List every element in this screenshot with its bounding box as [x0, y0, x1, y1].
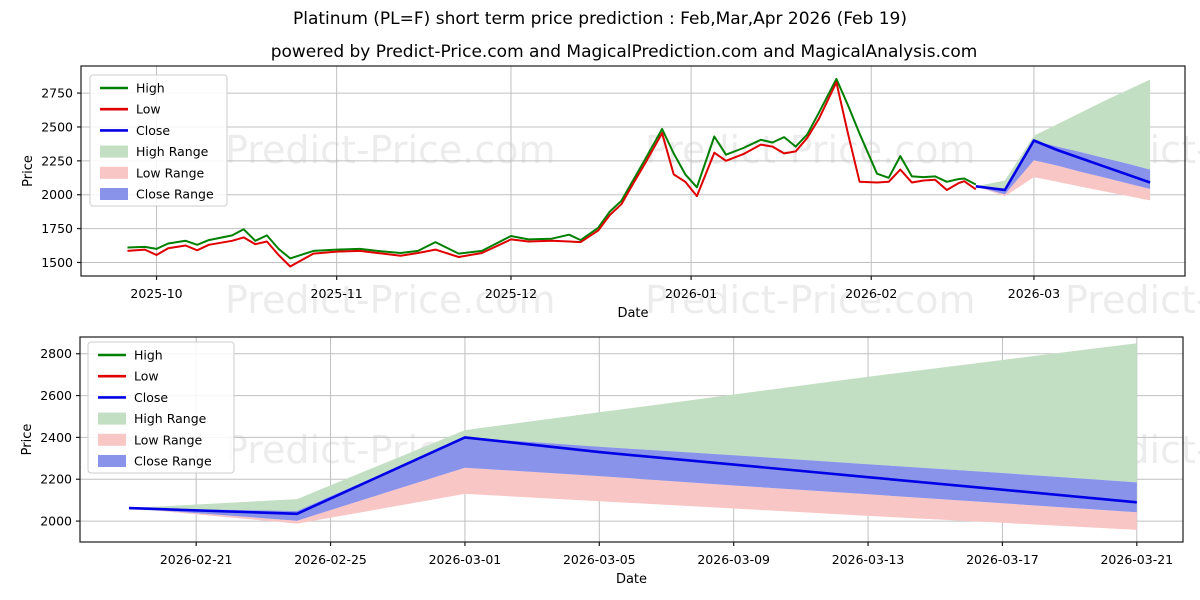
y-tick-label: 1500 — [41, 255, 73, 270]
y-tick-label: 1750 — [41, 221, 73, 236]
legend-label: High — [134, 348, 163, 363]
y-tick-label: 2250 — [41, 153, 73, 168]
high-range-band — [975, 79, 1151, 189]
x-tick-label: 2026-03-05 — [563, 552, 636, 567]
y-tick-label: 2750 — [41, 86, 73, 101]
legend-label: Low Range — [134, 432, 203, 447]
x-tick-label: 2026-02-21 — [160, 552, 233, 567]
y-tick-label: 2600 — [40, 388, 72, 403]
y-axis-label: Price — [20, 424, 35, 456]
x-tick-label: 2026-03-21 — [1100, 552, 1173, 567]
bottom-chart: 2026-02-21 2026-02-25 2026-03-01 2026-03-05… — [20, 336, 1184, 587]
x-tick-label: 2025-10 — [130, 286, 182, 301]
y-axis-label: Price — [21, 155, 36, 187]
x-tick-label: 2025-12 — [485, 286, 537, 301]
low-range-legend-swatch — [100, 166, 128, 179]
x-axis-label: Date — [617, 306, 648, 321]
low-range-band — [129, 467, 1137, 530]
high-line — [127, 77, 977, 260]
legend-label: Low — [134, 369, 159, 384]
axis-ticks: 2025-10 2025-11 2025-12 2026-01 2026-02 2026-… — [41, 86, 1060, 301]
close-range-legend-swatch — [100, 188, 128, 200]
legend-label: Close Range — [134, 454, 212, 469]
legend-label: High Range — [136, 144, 209, 159]
x-tick-label: 2026-03-09 — [697, 552, 770, 567]
x-tick-label: 2026-02-25 — [294, 552, 367, 567]
figure-subtitle: powered by Predict-Price.com and Magical… — [270, 42, 978, 62]
top-chart: 2025-10 2025-11 2025-12 2026-01 2026-02 2026-… — [21, 65, 1186, 321]
legend-label: High — [136, 81, 165, 96]
high-range-band — [129, 343, 1137, 511]
close-line — [128, 436, 1137, 516]
y-tick-label: 2400 — [40, 430, 72, 445]
legend-label: High Range — [134, 411, 207, 426]
x-tick-label: 2025-11 — [311, 286, 363, 301]
legend-label: Close Range — [136, 187, 214, 202]
legend-label: Low Range — [136, 165, 205, 180]
x-tick-label: 2026-02 — [845, 286, 897, 301]
high-range-legend-swatch — [98, 412, 126, 425]
legend-label: Close — [134, 390, 168, 405]
low-line — [127, 81, 977, 268]
legend: High Low Close High Range Low Range Close Ran… — [87, 341, 235, 474]
low-range-legend-swatch — [98, 433, 126, 446]
y-tick-label: 2800 — [40, 346, 72, 361]
close-range-legend-swatch — [98, 455, 126, 467]
y-tick-label: 2500 — [41, 119, 73, 134]
axis-frame — [79, 336, 1184, 543]
legend-label: Low — [136, 102, 161, 117]
y-tick-label: 2200 — [40, 472, 72, 487]
x-tick-label: 2026-03-01 — [429, 552, 502, 567]
close-line — [975, 139, 1151, 192]
figure-title: Platinum (PL=F) short term price predict… — [293, 9, 907, 29]
y-tick-label: 2000 — [41, 187, 73, 202]
gridlines — [81, 66, 1185, 276]
axis-frame — [80, 65, 1186, 277]
x-tick-label: 2026-03 — [1008, 286, 1060, 301]
x-axis-label: Date — [616, 572, 647, 587]
low-range-band — [975, 160, 1151, 201]
high-range-legend-swatch — [100, 145, 128, 158]
x-tick-label: 2026-03-13 — [832, 552, 905, 567]
axis-ticks: 2026-02-21 2026-02-25 2026-03-01 2026-03-05… — [40, 346, 1173, 567]
legend-label: Close — [136, 123, 170, 138]
legend: High Low Close High Range Low Range Close Ran… — [89, 74, 228, 207]
x-tick-label: 2026-01 — [665, 286, 717, 301]
y-tick-label: 2000 — [40, 514, 72, 529]
x-tick-label: 2026-03-17 — [966, 552, 1039, 567]
